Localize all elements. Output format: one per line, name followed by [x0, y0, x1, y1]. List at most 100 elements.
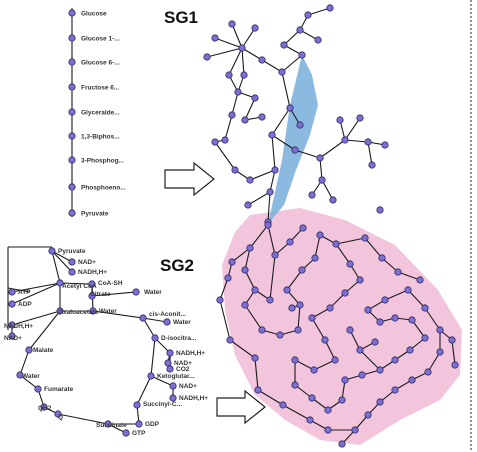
node	[68, 183, 76, 191]
node	[283, 286, 291, 294]
node-label: D-isocitra...	[161, 335, 197, 342]
node	[244, 201, 252, 209]
node	[361, 234, 369, 242]
node	[376, 318, 384, 326]
node	[404, 286, 412, 294]
node	[364, 306, 372, 314]
node	[169, 394, 177, 402]
edge	[319, 157, 323, 181]
node-label: Succinyl-C...	[143, 401, 182, 408]
node	[89, 307, 97, 315]
edge	[136, 375, 152, 406]
node	[68, 83, 76, 91]
edge	[228, 47, 243, 76]
node	[228, 20, 236, 28]
node	[356, 276, 364, 284]
node-label: Glucose 6-...	[81, 60, 120, 67]
node	[286, 238, 294, 246]
edge	[91, 291, 137, 297]
node	[381, 141, 389, 149]
node-label: Phosphoeno...	[81, 185, 126, 192]
linear-pathway: Glucose Glucose 1-... Glucose 6-... Fructos…	[68, 8, 126, 218]
node	[166, 365, 174, 373]
node-label: Fructose 6...	[81, 85, 119, 92]
edge	[286, 269, 303, 291]
node	[331, 356, 339, 364]
node	[421, 334, 429, 342]
node-label: Ketoglutar...	[157, 373, 195, 380]
node	[231, 166, 239, 174]
node	[251, 24, 259, 32]
node	[241, 116, 249, 124]
node	[88, 280, 96, 288]
node-label: Citrate	[90, 291, 111, 298]
edge	[282, 404, 311, 421]
node-label: NADH,H+	[176, 350, 205, 357]
edge	[271, 107, 291, 136]
node	[321, 336, 329, 344]
node-label: NADH,H+	[78, 269, 107, 276]
node	[391, 356, 399, 364]
edge	[249, 169, 276, 181]
node-label: Water	[144, 289, 162, 296]
node	[266, 188, 274, 196]
node	[308, 394, 316, 402]
node	[368, 161, 376, 169]
edge	[321, 179, 334, 201]
edge	[219, 277, 229, 301]
node	[371, 338, 379, 346]
node	[336, 116, 344, 124]
node	[246, 176, 254, 184]
edge	[313, 359, 336, 371]
node	[326, 304, 334, 312]
node	[364, 138, 372, 146]
node	[258, 113, 266, 121]
edge	[335, 243, 351, 265]
edge	[319, 139, 346, 159]
node	[8, 300, 16, 308]
node	[376, 206, 384, 214]
node	[234, 88, 242, 96]
edge	[150, 375, 174, 387]
arrow-right-icon	[216, 389, 266, 425]
node	[68, 258, 76, 266]
edge	[231, 91, 239, 116]
node-label: NAD+	[78, 259, 96, 266]
node	[306, 416, 314, 424]
node-label: GTP	[132, 430, 146, 437]
node	[394, 268, 402, 276]
edge	[244, 269, 256, 291]
edge	[281, 71, 291, 109]
node	[240, 71, 248, 79]
node	[241, 301, 249, 309]
node-label: Pyruvate	[58, 248, 86, 255]
edge	[267, 191, 271, 223]
node	[448, 336, 456, 344]
edge	[57, 413, 109, 425]
node	[279, 401, 287, 409]
node-label: Pyruvate	[81, 211, 109, 218]
node	[203, 53, 211, 61]
node-label: Oxaloacetate	[58, 309, 99, 316]
edge	[424, 307, 441, 331]
node	[341, 289, 349, 297]
node	[304, 11, 312, 19]
node	[246, 244, 254, 252]
node-label: Malate	[33, 347, 54, 354]
node	[68, 209, 76, 217]
node	[408, 376, 416, 384]
sg1-title: SG1	[164, 8, 198, 27]
edge	[224, 114, 233, 141]
node	[104, 420, 112, 428]
edge	[367, 141, 373, 166]
node-label: Water	[22, 373, 40, 380]
edge	[51, 250, 73, 263]
node	[238, 44, 246, 52]
node	[346, 260, 354, 268]
node	[296, 301, 304, 309]
node	[294, 326, 302, 334]
edge	[267, 224, 276, 256]
node	[225, 71, 233, 79]
node	[314, 36, 322, 44]
